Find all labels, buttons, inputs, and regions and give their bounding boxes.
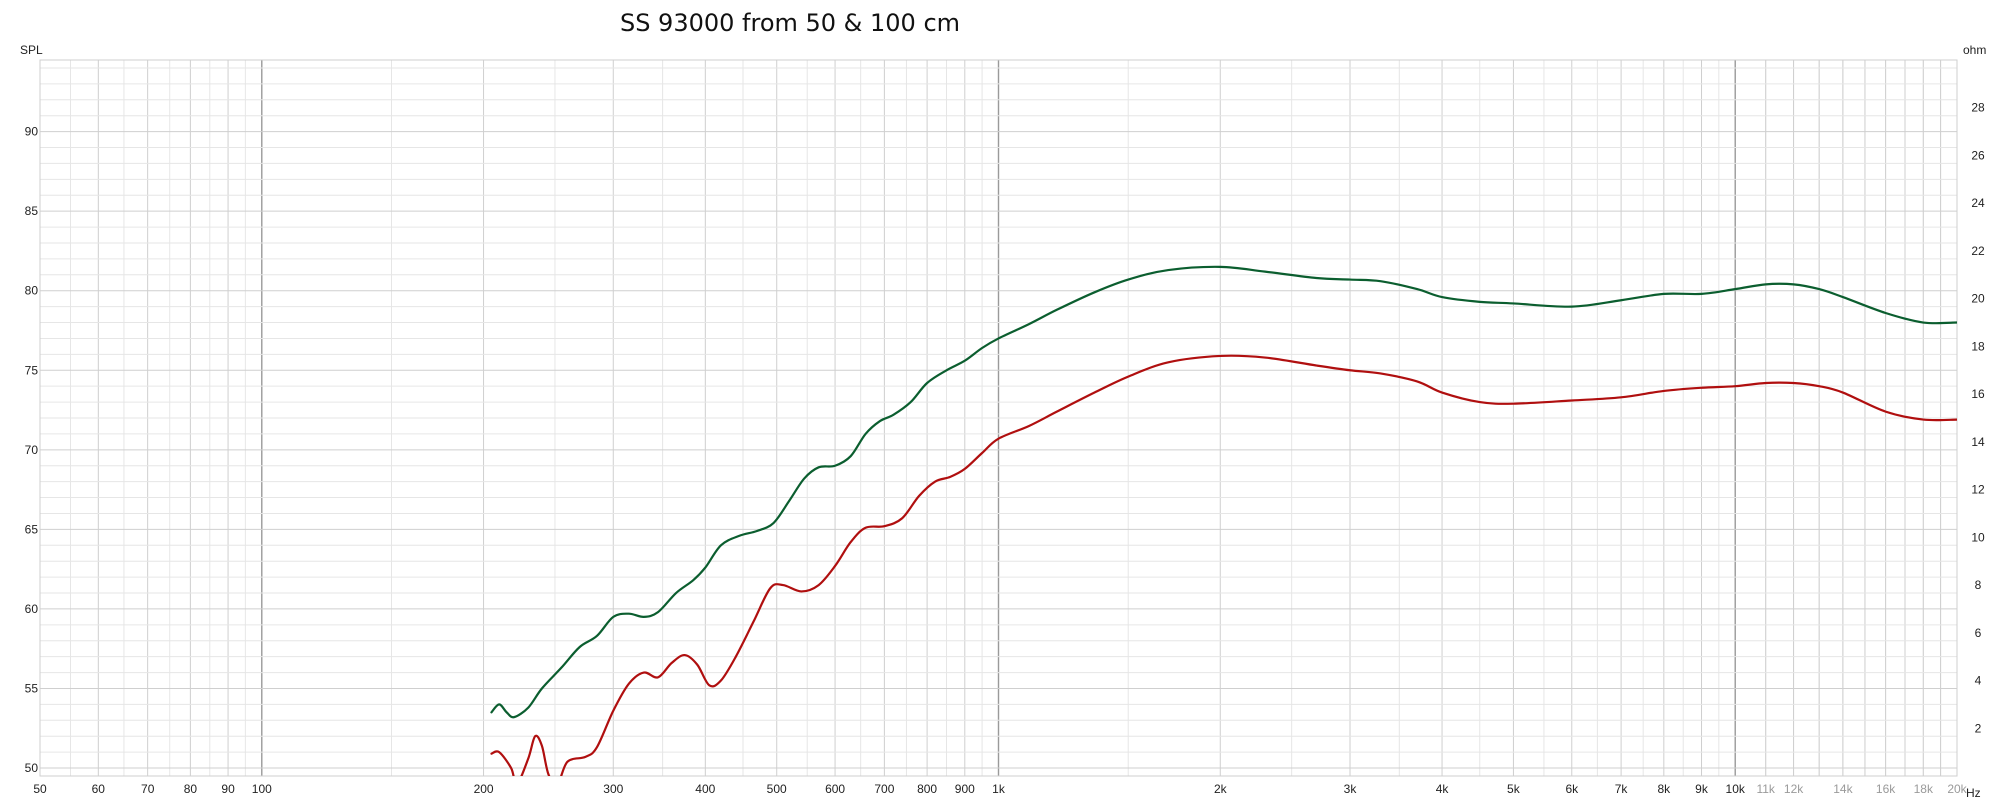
x-tick-label: 700 bbox=[874, 782, 894, 796]
x-tick-label: 400 bbox=[695, 782, 715, 796]
x-tick-label: 10k bbox=[1726, 782, 1746, 796]
x-tick-label: 20k bbox=[1947, 782, 1967, 796]
y-right-tick-label: 8 bbox=[1975, 578, 1982, 592]
y-right-tick-label: 22 bbox=[1971, 244, 1985, 258]
x-tick-label: 16k bbox=[1876, 782, 1896, 796]
x-tick-label: 100 bbox=[252, 782, 272, 796]
y-axis-label-ohm: ohm bbox=[1963, 43, 1986, 57]
y-right-tick-label: 12 bbox=[1971, 483, 1985, 497]
y-right-tick-label: 24 bbox=[1971, 196, 1985, 210]
y-tick-label: 80 bbox=[25, 284, 39, 298]
x-tick-label: 4k bbox=[1436, 782, 1450, 796]
series-line-lower bbox=[490, 354, 1957, 776]
y-right-tick-label: 10 bbox=[1971, 530, 1985, 544]
y-right-tick-label: 6 bbox=[1975, 626, 1982, 640]
x-tick-label: 800 bbox=[917, 782, 937, 796]
chart-title: SS 93000 from 50 & 100 cm bbox=[620, 9, 960, 37]
y-tick-label: 55 bbox=[25, 682, 39, 696]
y-tick-label: 60 bbox=[25, 602, 39, 616]
y-right-tick-label: 26 bbox=[1971, 149, 1985, 163]
x-tick-label: 2k bbox=[1214, 782, 1228, 796]
y-axis-ticks: 50 55 60 65 70 75 80 85 90 bbox=[25, 125, 39, 775]
y-tick-label: 85 bbox=[25, 204, 39, 218]
x-tick-label: 200 bbox=[474, 782, 494, 796]
y-tick-label: 90 bbox=[25, 125, 39, 139]
x-tick-label: 50 bbox=[33, 782, 47, 796]
y-right-tick-label: 2 bbox=[1975, 721, 1982, 735]
x-tick-label: 18k bbox=[1914, 782, 1934, 796]
x-tick-label: 80 bbox=[184, 782, 198, 796]
x-tick-label: 900 bbox=[955, 782, 975, 796]
x-axis-ticks: 50 60 70 80 90 100 200 300 400 500 600 700 800 900 1k 2… bbox=[33, 782, 1967, 796]
x-tick-label: 90 bbox=[221, 782, 235, 796]
y-right-tick-label: 4 bbox=[1975, 674, 1982, 688]
x-tick-label: 8k bbox=[1657, 782, 1671, 796]
x-tick-label: 500 bbox=[767, 782, 787, 796]
y-right-tick-label: 28 bbox=[1971, 101, 1985, 115]
x-tick-label: 14k bbox=[1833, 782, 1853, 796]
x-tick-label: 11k bbox=[1756, 782, 1775, 796]
series-layer bbox=[490, 265, 1957, 776]
y-right-tick-label: 14 bbox=[1971, 435, 1985, 449]
y-right-tick-label: 16 bbox=[1971, 387, 1985, 401]
x-tick-label: 12k bbox=[1784, 782, 1804, 796]
y-axis-label-spl: SPL bbox=[20, 43, 43, 57]
plot-frame bbox=[39, 59, 1958, 777]
x-tick-label: 3k bbox=[1344, 782, 1358, 796]
y-tick-label: 50 bbox=[25, 761, 39, 775]
y-tick-label: 65 bbox=[25, 522, 39, 536]
x-tick-label: 600 bbox=[825, 782, 845, 796]
x-axis-unit-label: Hz bbox=[1966, 786, 1981, 798]
x-tick-label: 60 bbox=[92, 782, 106, 796]
y-tick-label: 75 bbox=[25, 363, 39, 377]
x-tick-label: 1k bbox=[992, 782, 1006, 796]
x-tick-label: 5k bbox=[1507, 782, 1521, 796]
x-tick-label: 300 bbox=[603, 782, 623, 796]
x-tick-label: 70 bbox=[141, 782, 155, 796]
y-right-tick-label: 18 bbox=[1971, 339, 1985, 353]
grid bbox=[39, 60, 1958, 776]
x-tick-label: 6k bbox=[1565, 782, 1579, 796]
x-tick-label: 9k bbox=[1695, 782, 1709, 796]
y-right-tick-label: 20 bbox=[1971, 292, 1985, 306]
series-line-upper bbox=[490, 265, 1957, 719]
y-tick-label: 70 bbox=[25, 443, 39, 457]
x-tick-label: 7k bbox=[1615, 782, 1629, 796]
